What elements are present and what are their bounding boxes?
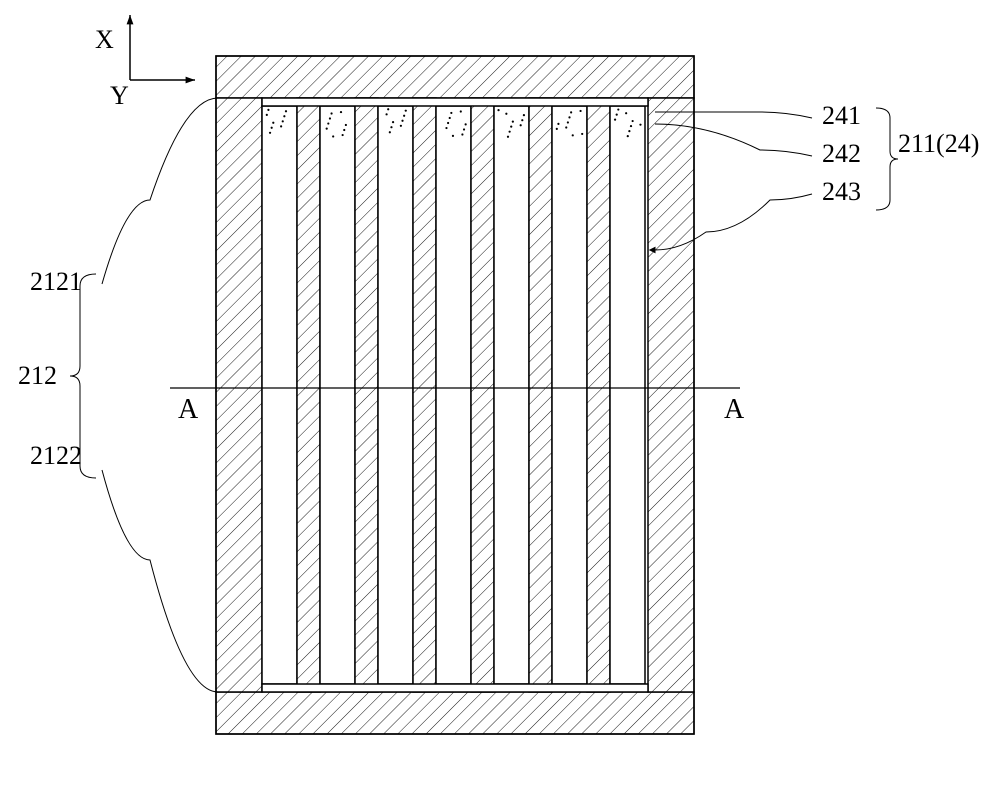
leader-line bbox=[102, 470, 218, 692]
channel bbox=[552, 106, 587, 684]
hatched-stripe bbox=[355, 98, 378, 692]
leader-line bbox=[102, 98, 218, 284]
section-label-right: A bbox=[724, 394, 745, 425]
channel bbox=[610, 106, 645, 684]
axis-x-label: X bbox=[95, 25, 114, 54]
hatched-stripe bbox=[413, 98, 436, 692]
group-label-left: 212 bbox=[18, 361, 57, 390]
section-label-left: A bbox=[178, 394, 199, 425]
callout-label: 242 bbox=[822, 139, 861, 168]
channel bbox=[436, 106, 471, 684]
top-bar bbox=[216, 56, 694, 98]
callout-label: 243 bbox=[822, 177, 861, 206]
diagram-body bbox=[216, 56, 694, 734]
axis-arrowhead bbox=[186, 77, 195, 84]
channel bbox=[378, 106, 413, 684]
callout-label: 2121 bbox=[30, 267, 82, 296]
bottom-gap-strip bbox=[262, 684, 648, 692]
left-margin-panel bbox=[216, 98, 262, 692]
callout-label: 241 bbox=[822, 101, 861, 130]
group-label-right: 211(24) bbox=[898, 129, 979, 158]
channel bbox=[494, 106, 529, 684]
channel bbox=[262, 106, 297, 684]
bottom-bar bbox=[216, 692, 694, 734]
top-gap-strip bbox=[262, 98, 648, 106]
hatched-stripe bbox=[587, 98, 610, 692]
axis-y-label: Y bbox=[110, 81, 129, 110]
hatched-stripe bbox=[297, 98, 320, 692]
brace-right bbox=[876, 108, 898, 210]
axis-arrowhead bbox=[127, 15, 134, 24]
right-margin-panel bbox=[648, 98, 694, 692]
callout-label: 2122 bbox=[30, 441, 82, 470]
hatched-stripe bbox=[529, 98, 552, 692]
channel bbox=[320, 106, 355, 684]
hatched-stripe bbox=[471, 98, 494, 692]
